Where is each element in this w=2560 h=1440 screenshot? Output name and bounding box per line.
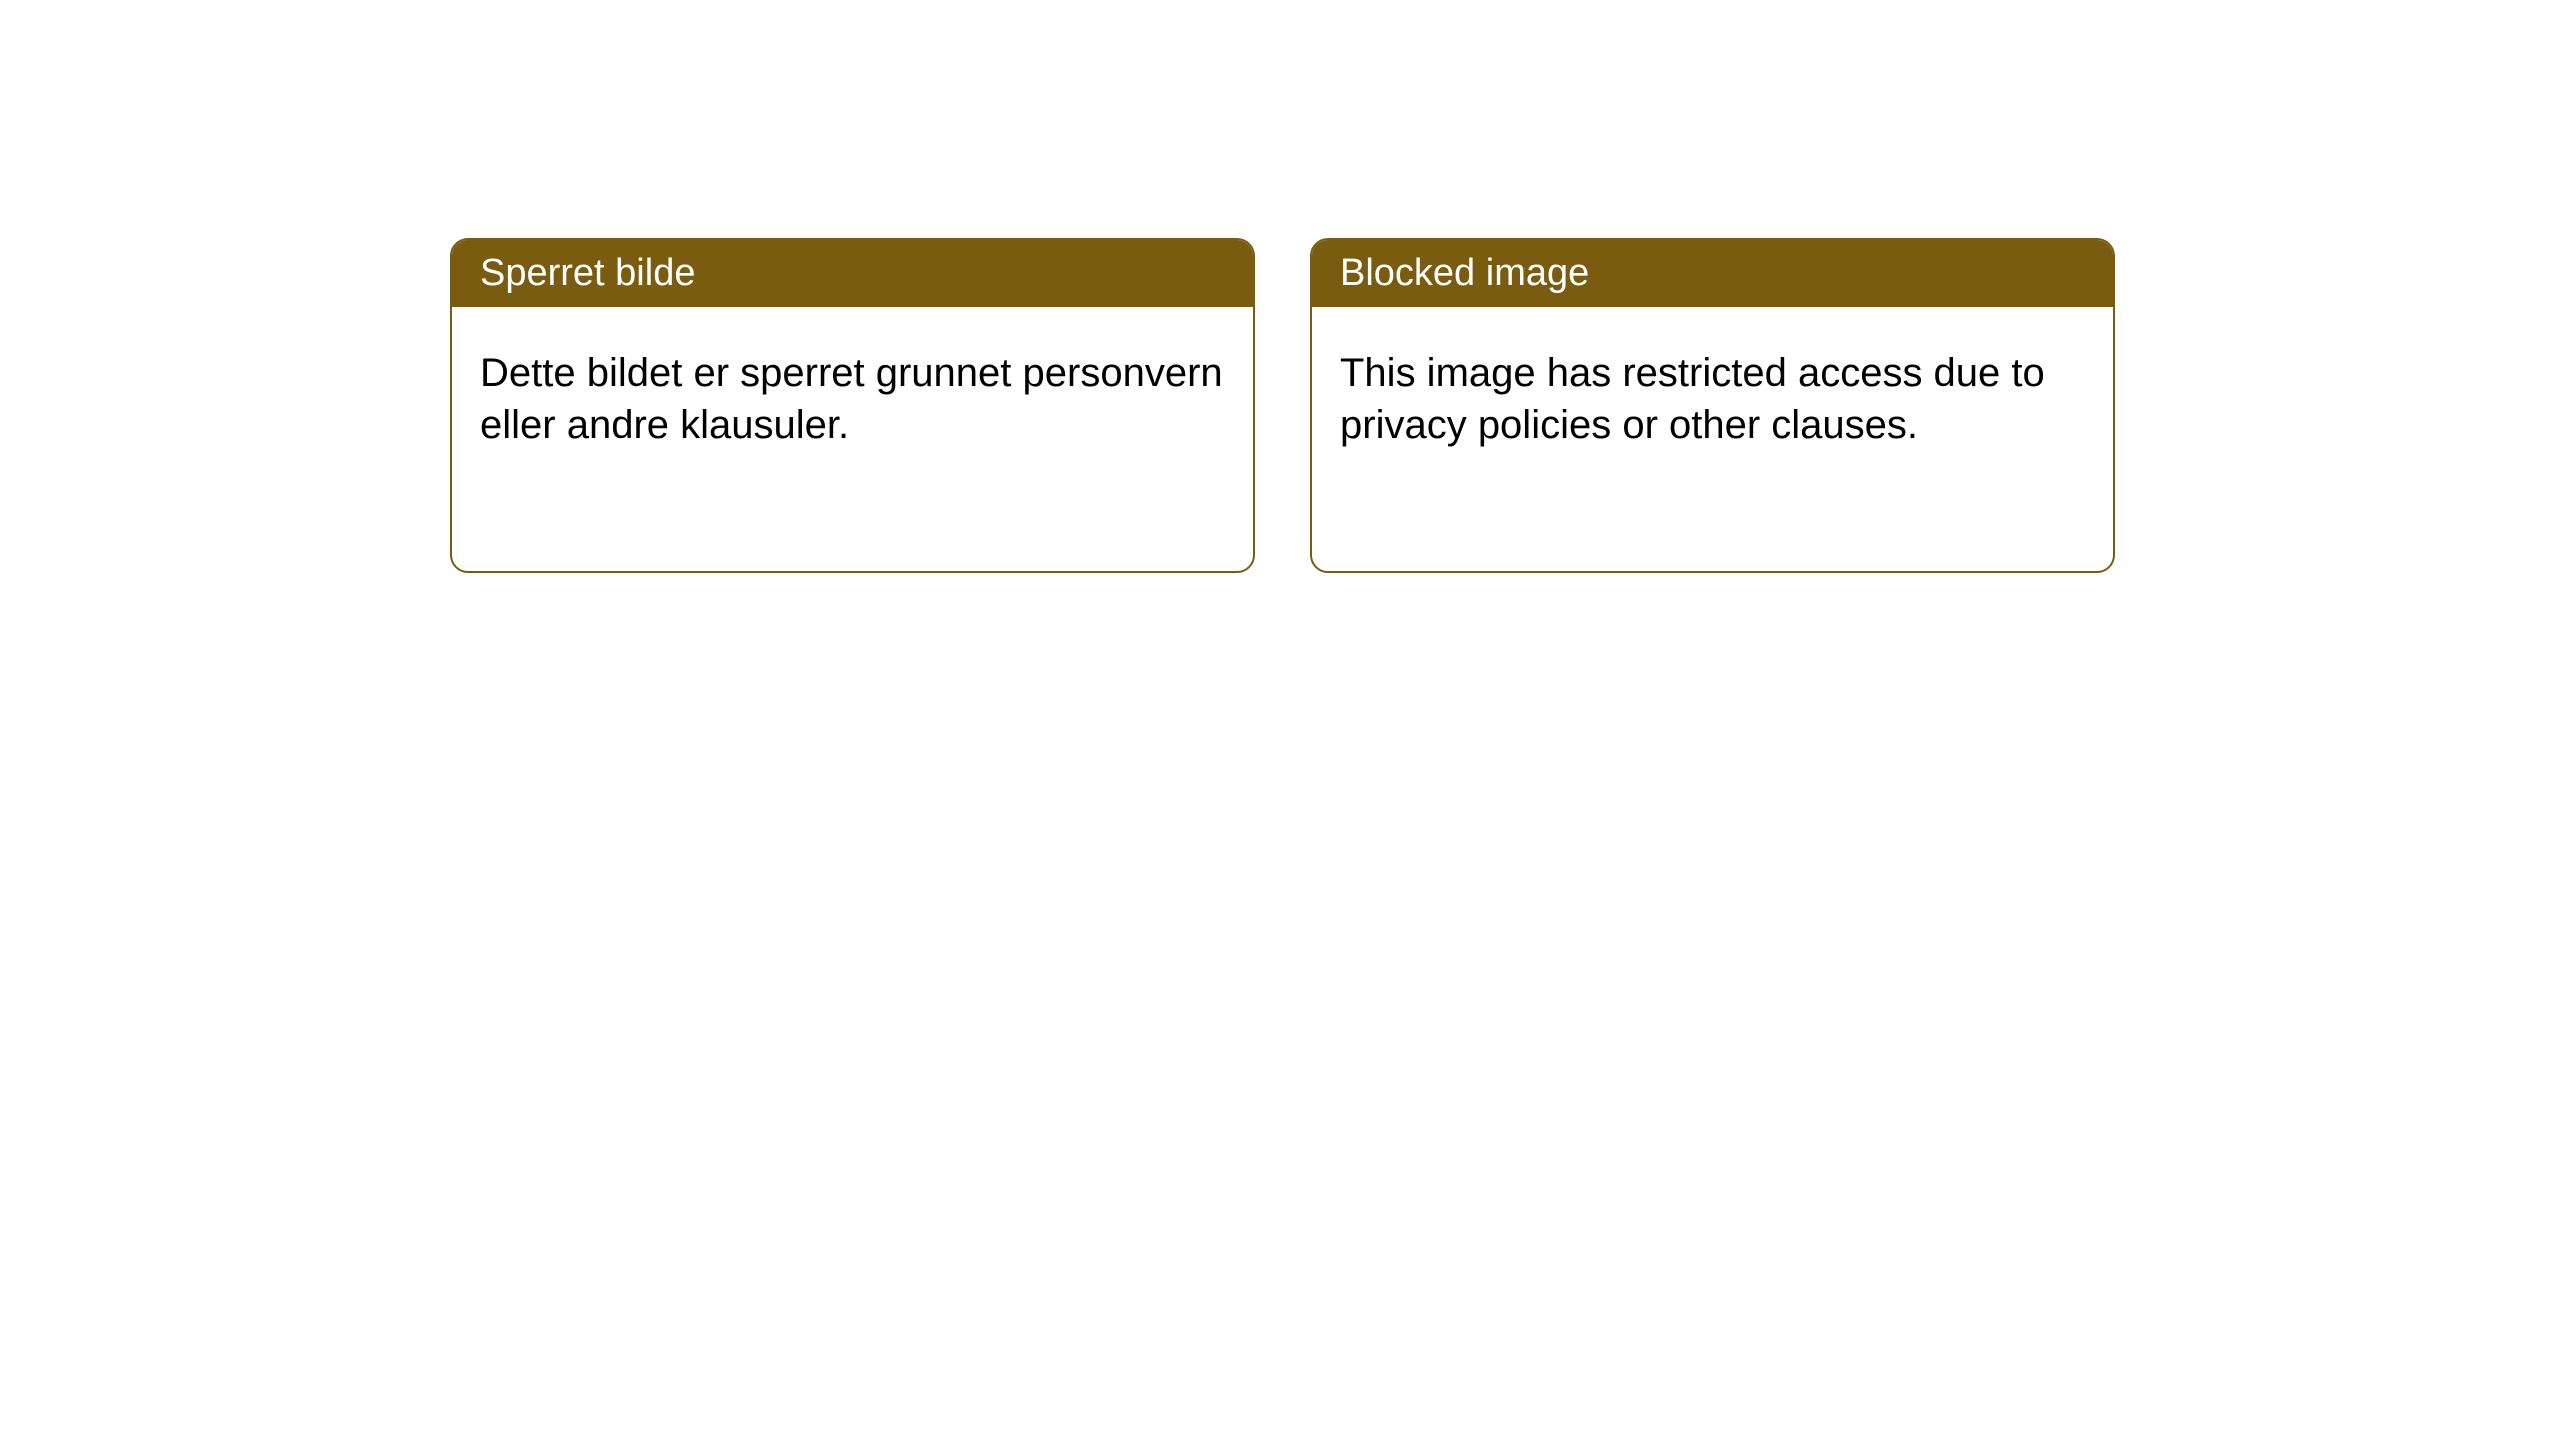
card-body-text: Dette bildet er sperret grunnet personve… (480, 351, 1223, 447)
notice-container: Sperret bilde Dette bildet er sperret gr… (450, 238, 2115, 573)
card-header: Sperret bilde (452, 240, 1253, 307)
notice-card-norwegian: Sperret bilde Dette bildet er sperret gr… (450, 238, 1255, 573)
card-title: Sperret bilde (480, 252, 695, 294)
notice-card-english: Blocked image This image has restricted … (1310, 238, 2115, 573)
card-body: This image has restricted access due to … (1312, 307, 2113, 491)
card-body-text: This image has restricted access due to … (1340, 351, 2045, 447)
card-body: Dette bildet er sperret grunnet personve… (452, 307, 1253, 491)
card-header: Blocked image (1312, 240, 2113, 307)
card-title: Blocked image (1340, 252, 1589, 294)
